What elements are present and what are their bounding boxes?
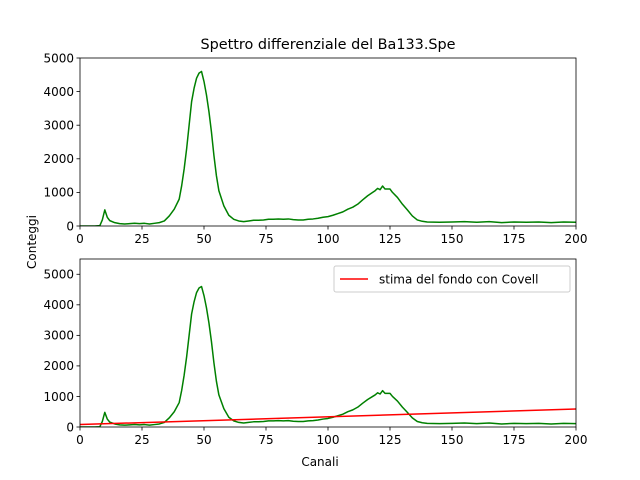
x-tick-label: 125 [379, 232, 402, 246]
x-tick-label: 75 [258, 232, 273, 246]
x-tick-label: 200 [565, 433, 588, 447]
x-tick-label: 0 [76, 232, 84, 246]
x-tick-label: 175 [503, 433, 526, 447]
x-tick-label: 150 [441, 433, 464, 447]
y-tick-label: 1000 [43, 390, 74, 404]
x-tick-label: 100 [317, 433, 340, 447]
x-tick-label: 125 [379, 433, 402, 447]
legend-box [333, 265, 571, 293]
x-tick-label: 50 [196, 433, 211, 447]
y-tick-label: 0 [66, 219, 74, 233]
y-tick-label: 4000 [43, 85, 74, 99]
series-line-spectrum [80, 70, 576, 226]
series-line-spectrum [80, 285, 576, 427]
y-tick-label: 4000 [43, 298, 74, 312]
x-tick-label: 100 [317, 232, 340, 246]
legend-entry-label: stima del fondo con Covell [379, 273, 538, 287]
y-tick-label: 2000 [43, 359, 74, 373]
y-tick-label: 5000 [43, 51, 74, 65]
x-tick-label: 200 [565, 232, 588, 246]
bottom-chart-panel: 0 25 50 75 100 125 150 175 200010002000300040005… [43, 258, 588, 469]
x-tick-label: 150 [441, 232, 464, 246]
top-chart-panel: Spettro differenziale del Ba133.Spe 0 25 5… [43, 37, 587, 246]
x-tick-label: 0 [76, 433, 84, 447]
y-tick-label: 1000 [43, 186, 74, 200]
x-tick-label: 50 [196, 232, 211, 246]
chart-title: Spettro differenziale del Ba133.Spe [200, 37, 455, 53]
y-tick-label: 3000 [43, 329, 74, 343]
x-tick-label: 75 [258, 433, 273, 447]
x-tick-label: 175 [503, 232, 526, 246]
y-tick-label: 5000 [43, 268, 74, 282]
legend: stima del fondo con Covell [333, 265, 571, 293]
y-tick-label: 0 [66, 420, 74, 434]
y-axis-label: Conteggi [25, 215, 39, 269]
series-line-background-estimate [80, 408, 576, 426]
y-tick-label: 3000 [43, 119, 74, 133]
x-tick-label: 25 [134, 232, 149, 246]
x-axis-label: Canali [301, 455, 338, 469]
x-tick-label: 25 [134, 433, 149, 447]
bottom-plot-area: 0 25 50 75 100 125 150 175 200010002000300040005… [43, 258, 588, 447]
top-plot-area: 0 25 50 75 100 125 150 175 200010002000300040005… [43, 51, 587, 246]
y-tick-label: 2000 [43, 152, 74, 166]
